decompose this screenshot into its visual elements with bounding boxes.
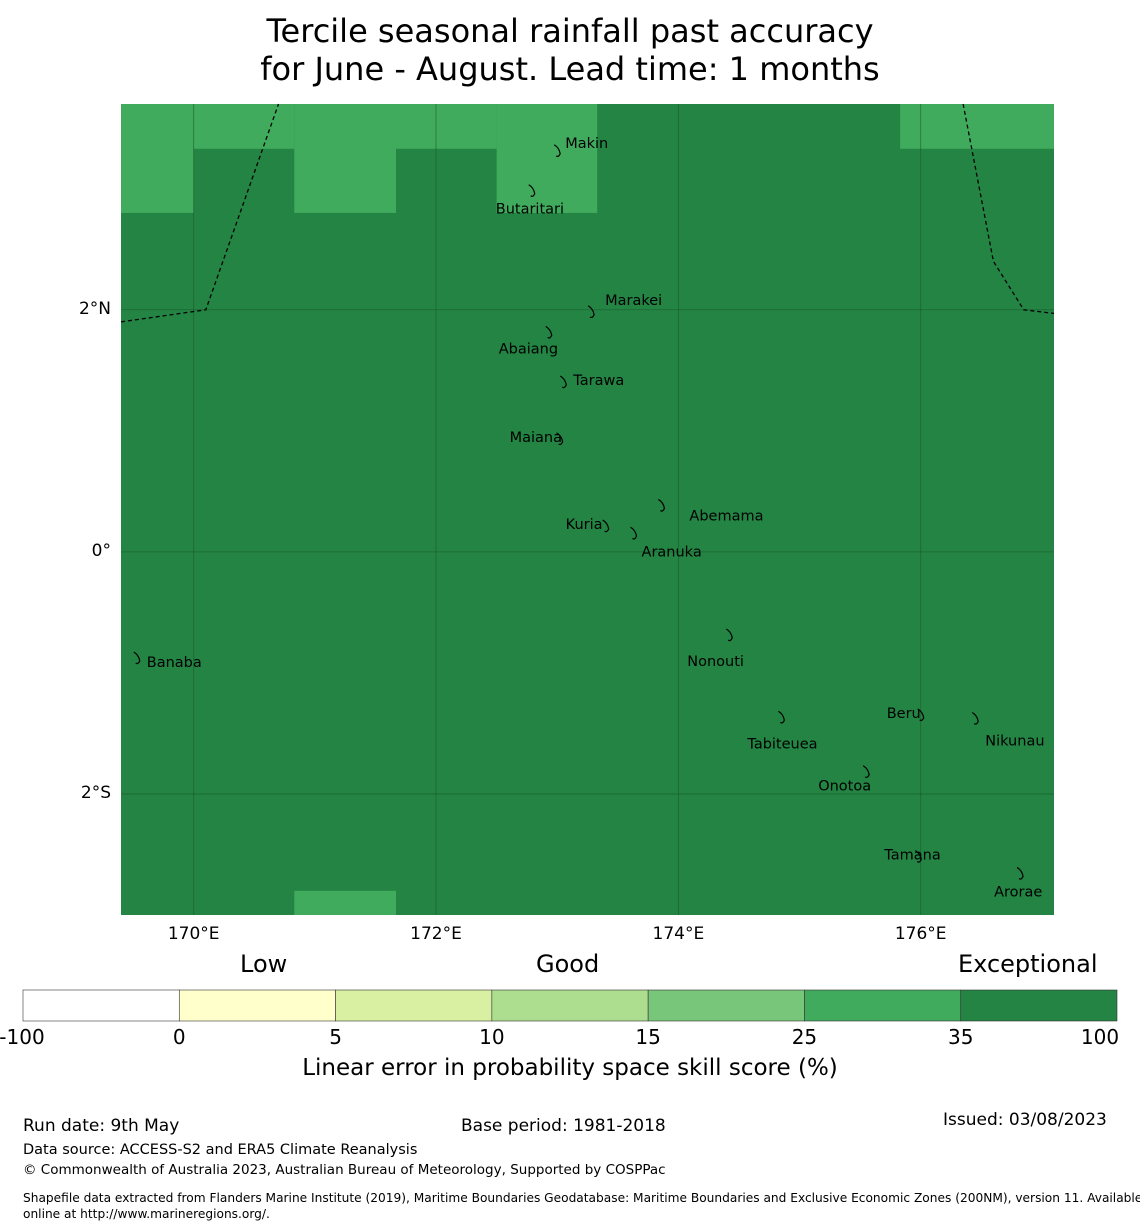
data-source: Data source: ACCESS-S2 and ERA5 Climate … xyxy=(23,1142,418,1158)
lat-tick-label: 0° xyxy=(91,540,111,561)
colorbar-tick-label: 10 xyxy=(479,1025,505,1049)
island-marakei xyxy=(587,305,595,319)
colorbar xyxy=(22,989,1118,1022)
colorbar-bin-3 xyxy=(491,989,649,1022)
lon-tick-label: 176°E xyxy=(894,924,947,944)
map-cell-good-3 xyxy=(396,104,497,149)
island-aranuka xyxy=(630,526,638,540)
map-cell-good-0 xyxy=(121,104,194,213)
place-label-tabiteuea: Tabiteuea xyxy=(746,736,817,752)
place-label-nonouti: Nonouti xyxy=(687,654,744,670)
place-label-tamana: Tamana xyxy=(883,847,940,863)
island-tamana xyxy=(914,849,922,863)
colorbar-tick-label: 100 xyxy=(1080,1025,1120,1049)
map-cell-good-5 xyxy=(900,104,1054,149)
category-low: Low xyxy=(240,950,288,978)
place-label-kuria: Kuria xyxy=(566,517,603,533)
place-label-abaiang: Abaiang xyxy=(499,341,558,357)
place-label-tarawa: Tarawa xyxy=(572,373,624,389)
map-cell-good-6 xyxy=(294,890,397,915)
colorbar-bin-5 xyxy=(804,989,962,1022)
run-date: Run date: 9th May xyxy=(23,1116,180,1136)
island-kuria xyxy=(602,519,610,533)
place-label-maiana: Maiana xyxy=(510,430,562,446)
colorbar-bin-2 xyxy=(335,989,493,1022)
island-tabiteuea xyxy=(778,710,785,724)
place-label-marakei: Marakei xyxy=(605,293,662,309)
colorbar-tick-label: -100 xyxy=(0,1025,45,1049)
map-cell-good-4 xyxy=(496,104,598,213)
eez-boundary-1 xyxy=(962,103,1055,315)
eez-boundary-0 xyxy=(120,103,280,323)
place-label-beru: Beru xyxy=(887,706,921,722)
island-banaba xyxy=(133,651,141,665)
island-nikunau xyxy=(971,711,979,725)
category-good: Good xyxy=(536,950,600,978)
issued-date: Issued: 03/08/2023 xyxy=(943,1110,1107,1130)
island-arorae xyxy=(1016,866,1024,880)
colorbar-label: Linear error in probability space skill … xyxy=(302,1055,838,1081)
lon-tick-label: 170°E xyxy=(167,924,220,944)
lat-tick-label: 2°S xyxy=(80,782,111,803)
island-abaiang xyxy=(545,325,553,339)
colorbar-tick-label: 25 xyxy=(791,1025,818,1049)
category-exceptional: Exceptional xyxy=(958,950,1098,978)
map-cell-good-2 xyxy=(294,104,397,213)
lon-tick-label: 174°E xyxy=(652,924,705,944)
base-period: Base period: 1981-2018 xyxy=(461,1116,666,1136)
title-line-1: Tercile seasonal rainfall past accuracy xyxy=(266,12,874,50)
colorbar-tick-label: 35 xyxy=(947,1025,974,1049)
shapefile-credit-line-2: online at http://www.marineregions.org/. xyxy=(23,1207,270,1221)
place-label-banaba: Banaba xyxy=(147,655,202,671)
place-label-onotoa: Onotoa xyxy=(818,779,871,795)
place-label-abemama: Abemama xyxy=(689,508,763,524)
colorbar-tick-label: 5 xyxy=(329,1025,342,1049)
colorbar-bin-4 xyxy=(647,989,805,1022)
place-label-butaritari: Butaritari xyxy=(496,202,564,218)
skill-map: Makin Butaritari Marakei Abaiang Tarawa Maian… xyxy=(120,103,1055,915)
map-layer: Makin Butaritari Marakei Abaiang Tarawa Maian… xyxy=(120,103,1055,915)
map-background-exceptional xyxy=(121,104,1054,915)
island-makin xyxy=(553,144,561,158)
copyright: © Commonwealth of Australia 2023, Austra… xyxy=(23,1162,666,1178)
island-beru xyxy=(917,708,925,722)
island-butaritari xyxy=(528,184,536,197)
map-cell-good-1 xyxy=(193,104,295,149)
shapefile-credit-line-1: Shapefile data extracted from Flanders M… xyxy=(23,1191,1140,1205)
colorbar-tick-label: 15 xyxy=(635,1025,661,1049)
place-label-nikunau: Nikunau xyxy=(985,733,1044,749)
colorbar-bin-0 xyxy=(22,989,180,1022)
island-abemama xyxy=(658,498,666,512)
lon-tick-label: 172°E xyxy=(410,924,462,944)
title-line-2: for June - August. Lead time: 1 months xyxy=(260,50,880,88)
place-label-arorae: Arorae xyxy=(994,884,1042,900)
island-tarawa xyxy=(559,375,567,389)
colorbar-bin-6 xyxy=(960,989,1118,1022)
colorbar-bin-1 xyxy=(178,989,336,1022)
island-onotoa xyxy=(862,765,870,779)
island-nonouti xyxy=(725,628,733,642)
colorbar-tick-label: 0 xyxy=(172,1025,186,1049)
place-label-makin: Makin xyxy=(565,136,608,152)
place-label-aranuka: Aranuka xyxy=(642,544,702,560)
lat-tick-label: 2°N xyxy=(78,298,111,319)
island-maiana xyxy=(556,432,564,446)
